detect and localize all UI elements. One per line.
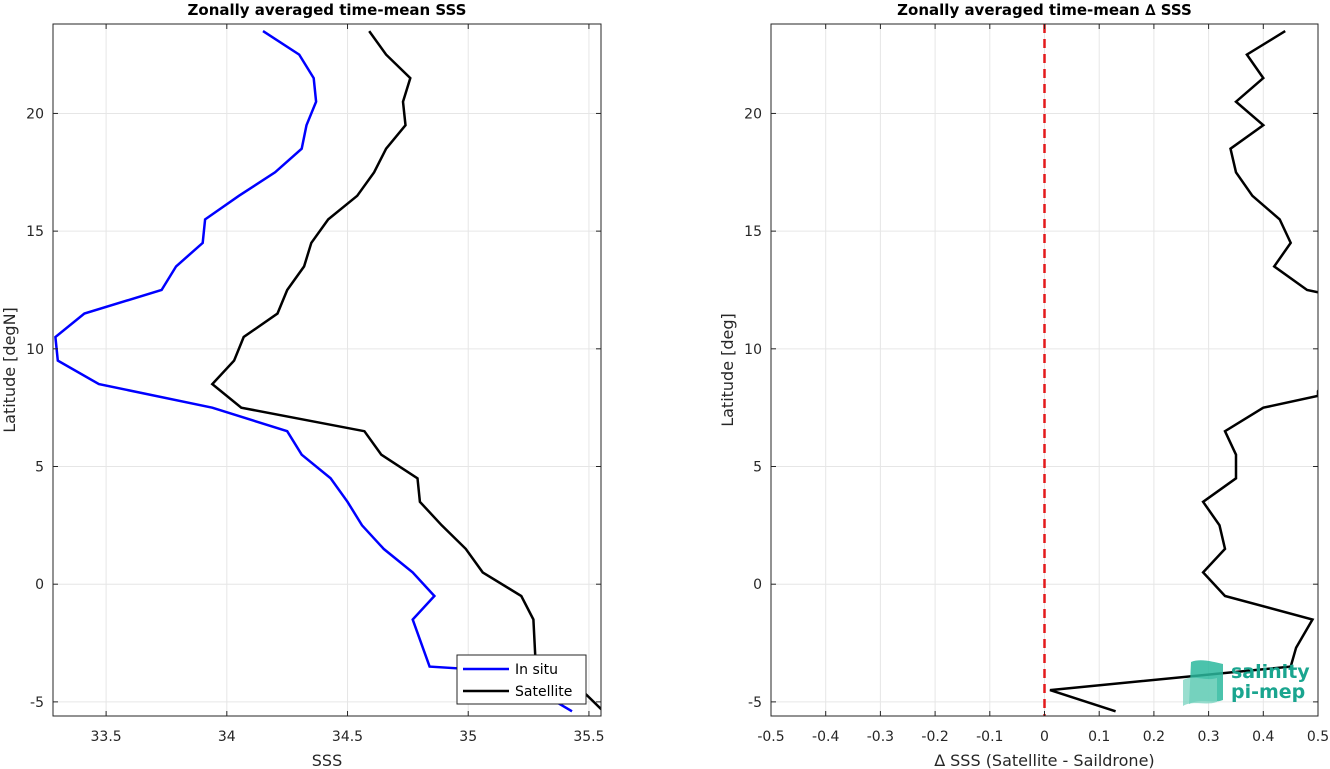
left-series-line-satellite — [210, 30, 601, 711]
legend-label-in-situ: In situ — [515, 662, 558, 678]
right-x-tick-label: 0.3 — [1197, 729, 1219, 745]
right-y-tick-label: 5 — [753, 460, 762, 476]
left-x-tick-label: 34 — [218, 729, 236, 745]
right-x-tick-label: -0.2 — [921, 729, 948, 745]
left-ticks: 33.5 34 34.5 35 35.5 -5 0 5 10 15 20 — [26, 24, 605, 745]
left-x-tick-label: 33.5 — [91, 729, 122, 745]
right-x-tick-label: 0.2 — [1143, 729, 1165, 745]
left-series-layer — [54, 30, 601, 713]
left-y-tick-label: 20 — [26, 106, 44, 122]
right-chart-title: Zonally averaged time-mean ∆ SSS — [897, 1, 1192, 19]
left-y-tick-label: 0 — [35, 577, 44, 593]
right-series-layer — [1043, 24, 1318, 716]
left-x-tick-label: 35.5 — [573, 729, 604, 745]
legend-box — [456, 654, 587, 705]
right-series-line-delta-sss — [1049, 30, 1318, 713]
left-y-axis-label: Latitude [degN] — [0, 307, 19, 433]
left-series-line-in-situ — [54, 30, 573, 713]
logo-text-salinity: salinity — [1231, 661, 1310, 683]
right-y-tick-label: 20 — [744, 106, 762, 122]
left-y-tick-label: -5 — [30, 695, 44, 711]
right-x-tick-label: 0.4 — [1252, 729, 1274, 745]
left-y-tick-label: 15 — [26, 224, 44, 240]
logo-text-pi-mep: pi-mep — [1231, 681, 1305, 703]
right-y-tick-label: 0 — [753, 577, 762, 593]
right-x-tick-label: 0.5 — [1307, 729, 1329, 745]
legend: In situ Satellite — [456, 654, 587, 705]
right-x-tick-label: -0.5 — [757, 729, 784, 745]
right-x-tick-label: 0 — [1040, 729, 1049, 745]
right-y-tick-label: 15 — [744, 224, 762, 240]
salinity-pi-mep-logo: salinity pi-mep — [1183, 660, 1310, 706]
right-ticks: -0.5 -0.4 -0.3 -0.2 -0.1 0 0.1 0.2 0.3 0.4 0.5 -5 0 5… — [744, 24, 1329, 745]
right-x-tick-label: -0.3 — [867, 729, 894, 745]
left-x-axis-label: SSS — [312, 751, 342, 769]
right-x-axis-label: ∆ SSS (Satellite - Saildrone) — [933, 751, 1154, 769]
right-y-tick-label: -5 — [748, 695, 762, 711]
left-axes-frame — [52, 23, 602, 717]
left-chart-title: Zonally averaged time-mean SSS — [188, 1, 467, 19]
right-y-tick-label: 10 — [744, 342, 762, 358]
left-y-tick-label: 5 — [35, 460, 44, 476]
right-x-tick-label: -0.1 — [976, 729, 1003, 745]
left-panel: 33.5 34 34.5 35 35.5 -5 0 5 10 15 20 Zonally avera… — [0, 1, 605, 769]
left-y-tick-label: 10 — [26, 342, 44, 358]
right-x-tick-label: -0.4 — [812, 729, 839, 745]
legend-label-satellite: Satellite — [515, 684, 572, 700]
left-x-tick-label: 34.5 — [332, 729, 363, 745]
right-x-tick-label: 0.1 — [1088, 729, 1110, 745]
left-x-tick-label: 35 — [459, 729, 477, 745]
logo-wave-mark-light — [1183, 677, 1217, 706]
right-y-axis-label: Latitude [deg] — [718, 313, 737, 427]
left-grid — [53, 24, 601, 716]
right-panel: -0.5 -0.4 -0.3 -0.2 -0.1 0 0.1 0.2 0.3 0.4 0.5 -5 0 5… — [718, 1, 1329, 769]
